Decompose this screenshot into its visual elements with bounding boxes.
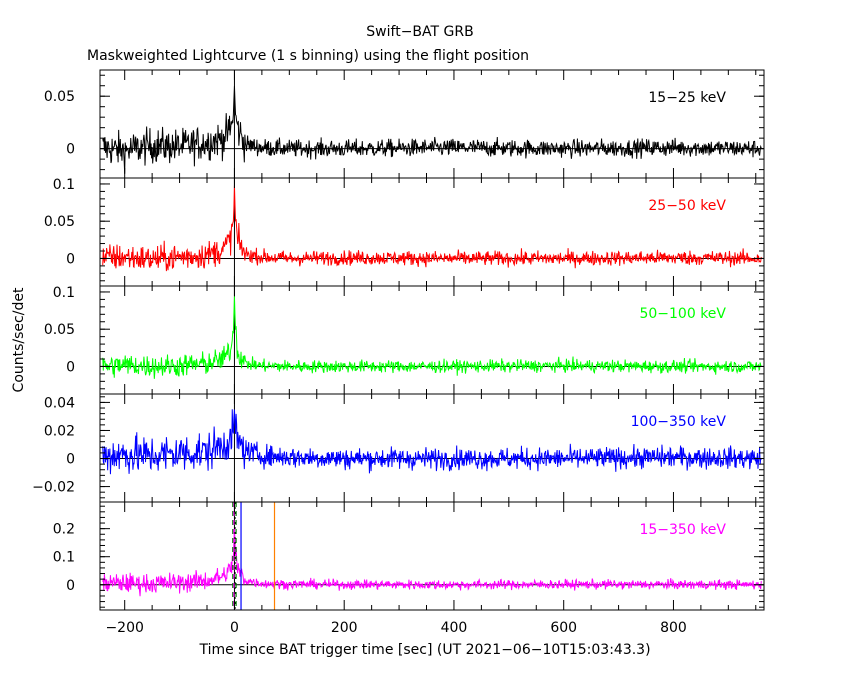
lightcurve-series	[102, 185, 762, 272]
x-tick-label: −200	[105, 620, 143, 636]
y-tick-label: 0.2	[53, 522, 75, 538]
y-tick-label: 0.05	[44, 214, 75, 230]
y-tick-label: −0.02	[32, 480, 75, 496]
energy-band-label: 50−100 keV	[639, 306, 726, 322]
y-tick-label: 0	[66, 578, 75, 594]
y-tick-label: 0	[66, 142, 75, 158]
x-tick-label: 200	[331, 620, 358, 636]
panel-2: 0 0.05 0.1 25−50 keV	[44, 177, 765, 287]
y-tick-label: 0.1	[53, 285, 75, 301]
x-tick-label: 800	[660, 620, 687, 636]
x-axis-label: Time since BAT trigger time [sec] (UT 20…	[198, 642, 650, 658]
panel-3: 0 0.05 0.1 50−100 keV	[44, 285, 765, 395]
lightcurve-series	[102, 86, 762, 174]
chart-subtitle: Maskweighted Lightcurve (1 s binning) us…	[87, 48, 529, 64]
x-tick-label: 600	[550, 620, 577, 636]
panel-1: 0 0.05 15−25 keV	[44, 69, 765, 179]
energy-band-label: 15−350 keV	[639, 522, 726, 538]
energy-band-label: 15−25 keV	[648, 90, 726, 106]
panel-frame	[99, 177, 765, 287]
y-tick-label: 0.05	[44, 322, 75, 338]
y-tick-label: 0.05	[44, 89, 75, 105]
lightcurve-series	[102, 409, 762, 475]
panel-frame	[99, 501, 765, 611]
panel-5: 0 0.1 0.2 15−350 keV	[53, 501, 765, 611]
panel-frame	[99, 69, 765, 179]
y-tick-label: 0.1	[53, 550, 75, 566]
energy-band-label: 100−350 keV	[631, 414, 727, 430]
y-tick-label: 0.02	[44, 423, 75, 439]
panel-frame	[99, 285, 765, 395]
y-axis-label: Counts/sec/det	[11, 287, 27, 392]
y-tick-label: 0.04	[44, 395, 75, 411]
lightcurve-series	[102, 296, 762, 379]
y-tick-label: 0.1	[53, 177, 75, 193]
y-tick-label: 0	[66, 452, 75, 468]
energy-band-label: 25−50 keV	[648, 198, 726, 214]
lightcurve-series	[102, 529, 762, 597]
panel-4: −0.02 0 0.02 0.04 100−350 keV	[32, 393, 765, 503]
x-tick-label: 400	[441, 620, 468, 636]
y-tick-label: 0	[66, 359, 75, 375]
chart-title: Swift−BAT GRB	[366, 24, 473, 40]
panels-group: 0 0.05 15−25 keV 0 0.05 0.1 25−50 keV 0 0.05 0.1 5…	[32, 69, 765, 636]
x-tick-label: 0	[230, 620, 239, 636]
y-tick-label: 0	[66, 251, 75, 267]
